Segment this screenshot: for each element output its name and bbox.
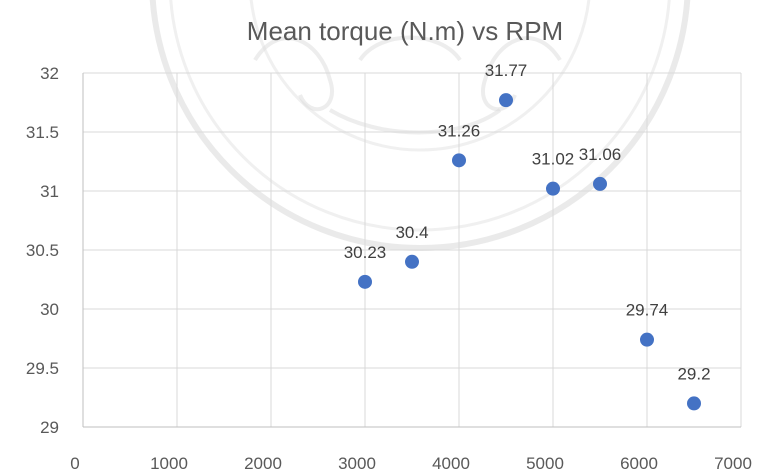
x-tick-label: 7000 — [714, 454, 752, 472]
data-label: 30.23 — [344, 243, 387, 262]
y-tick-label: 29.5 — [26, 359, 59, 378]
data-label: 31.26 — [438, 121, 481, 140]
data-label: 31.77 — [485, 61, 528, 80]
grid-lines — [83, 72, 742, 427]
data-label: 30.4 — [395, 223, 428, 242]
data-point — [405, 254, 419, 269]
y-tick-label: 30.5 — [26, 241, 59, 260]
y-tick-label: 31 — [40, 182, 59, 201]
data-point — [687, 396, 701, 411]
data-point — [499, 93, 513, 108]
data-points — [358, 93, 701, 411]
chart-title: Mean torque (N.m) vs RPM — [247, 16, 563, 46]
x-tick-label: 6000 — [620, 454, 658, 472]
x-tick-label: 0 — [70, 454, 79, 472]
watermark-seal — [149, 0, 691, 251]
y-tick-label: 31.5 — [26, 123, 59, 142]
data-point — [593, 176, 607, 191]
data-label: 31.06 — [579, 145, 622, 164]
tick-labels: 29 29.5 30 30.5 31 31.5 32 0 1000 2000 3000 4000 500… — [26, 64, 752, 472]
x-tick-label: 3000 — [338, 454, 376, 472]
y-tick-label: 32 — [40, 64, 59, 83]
data-point — [452, 153, 466, 168]
y-tick-label: 29 — [40, 418, 59, 437]
axes — [82, 73, 741, 428]
x-tick-label: 1000 — [150, 454, 188, 472]
data-point — [358, 274, 372, 289]
x-tick-label: 4000 — [432, 454, 470, 472]
data-label: 29.74 — [626, 301, 669, 320]
y-tick-label: 30 — [40, 300, 59, 319]
data-label: 29.2 — [677, 364, 710, 383]
data-label: 31.02 — [532, 150, 575, 169]
data-point — [640, 332, 654, 347]
data-labels: 30.23 30.4 31.26 31.77 31.02 31.06 29.74 29.2 — [344, 61, 711, 383]
x-tick-label: 2000 — [244, 454, 282, 472]
x-tick-label: 5000 — [526, 454, 564, 472]
data-point — [546, 181, 560, 196]
